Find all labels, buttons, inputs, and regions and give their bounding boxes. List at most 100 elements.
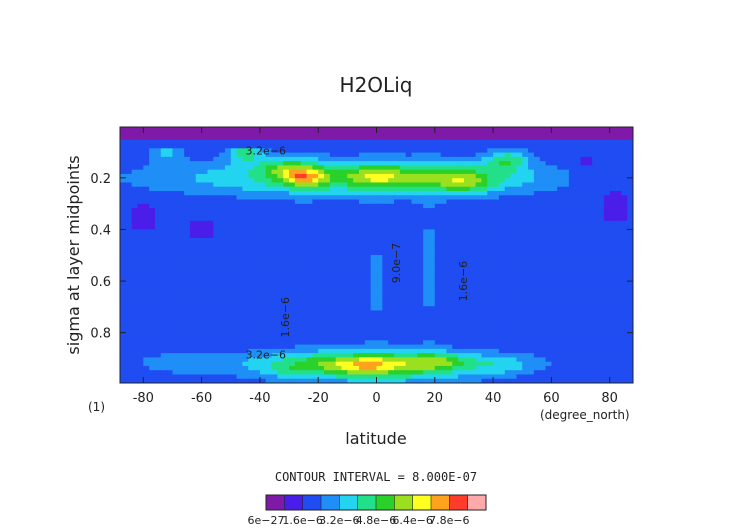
heatmap-cell	[329, 135, 337, 141]
heatmap-cell	[149, 152, 156, 158]
heatmap-cell	[172, 357, 179, 363]
heatmap-cell	[219, 246, 226, 252]
heatmap-cell	[160, 186, 168, 192]
heatmap-cell	[428, 152, 436, 158]
heatmap-cell	[493, 293, 500, 299]
heatmap-cell	[423, 156, 430, 162]
heatmap-cell	[463, 135, 471, 141]
heatmap-cell	[388, 344, 395, 350]
heatmap-cell	[609, 263, 617, 269]
heatmap-cell	[411, 340, 418, 346]
heatmap-cell	[405, 178, 412, 183]
heatmap-cell	[533, 148, 541, 154]
heatmap-cell	[300, 144, 308, 149]
heatmap-cell	[224, 319, 232, 324]
heatmap-cell	[341, 276, 348, 282]
heatmap-cell	[382, 144, 389, 149]
heatmap-cell	[586, 284, 593, 290]
heatmap-cell	[224, 139, 232, 145]
heatmap-cell	[528, 336, 535, 341]
heatmap-cell	[370, 131, 377, 137]
heatmap-cell	[347, 212, 354, 218]
heatmap-cell	[475, 259, 482, 265]
heatmap-cell	[598, 242, 605, 247]
heatmap-cell	[458, 284, 465, 290]
heatmap-cell	[125, 276, 133, 282]
heatmap-cell	[289, 280, 296, 286]
heatmap-cell	[533, 173, 541, 179]
heatmap-cell	[236, 152, 243, 158]
heatmap-cell	[178, 276, 185, 282]
heatmap-cell	[428, 297, 436, 303]
heatmap-cell	[621, 267, 628, 273]
heatmap-cell	[178, 293, 185, 299]
heatmap-cell	[224, 152, 232, 158]
heatmap-cell	[289, 263, 296, 269]
heatmap-cell	[370, 327, 377, 333]
heatmap-cell	[131, 169, 138, 175]
heatmap-cell	[627, 331, 633, 337]
heatmap-cell	[289, 191, 296, 196]
heatmap-cell	[283, 289, 290, 294]
heatmap-cell	[551, 208, 558, 213]
heatmap-cell	[399, 152, 407, 158]
heatmap-cell	[428, 284, 436, 290]
heatmap-cell	[172, 212, 179, 218]
heatmap-cell	[609, 208, 617, 213]
heatmap-cell	[207, 212, 214, 218]
heatmap-cell	[580, 161, 587, 166]
heatmap-cell	[224, 191, 232, 196]
heatmap-cell	[399, 344, 407, 350]
heatmap-cell	[289, 344, 296, 350]
heatmap-cell	[458, 314, 465, 320]
heatmap-cell	[399, 242, 407, 247]
heatmap-cell	[598, 229, 605, 235]
heatmap-cell	[592, 186, 599, 192]
heatmap-cell	[265, 242, 273, 247]
heatmap-cell	[498, 203, 506, 209]
heatmap-cell	[405, 297, 412, 303]
heatmap-cell	[405, 199, 412, 205]
heatmap-cell	[481, 199, 488, 205]
heatmap-cell	[160, 310, 168, 316]
heatmap-cell	[271, 259, 278, 265]
heatmap-cell	[434, 242, 442, 247]
heatmap-cell	[324, 327, 331, 333]
heatmap-cell	[306, 212, 313, 218]
heatmap-cell	[120, 250, 127, 256]
heatmap-cell	[364, 233, 372, 239]
heatmap-cell	[364, 344, 372, 350]
heatmap-cell	[586, 191, 593, 196]
heatmap-cell	[219, 220, 226, 226]
heatmap-cell	[469, 310, 477, 316]
heatmap-cell	[370, 319, 377, 324]
heatmap-cell	[580, 272, 587, 277]
heatmap-cell	[184, 195, 191, 201]
heatmap-cell	[131, 148, 138, 154]
heatmap-cell	[306, 289, 313, 294]
heatmap-cell	[458, 263, 465, 269]
heatmap-cell	[452, 178, 459, 183]
heatmap-cell	[131, 199, 138, 205]
heatmap-cell	[195, 259, 203, 265]
heatmap-cell	[364, 365, 372, 371]
heatmap-cell	[254, 255, 261, 260]
heatmap-cell	[178, 250, 185, 256]
heatmap-cell	[434, 237, 442, 243]
heatmap-cell	[417, 284, 424, 290]
heatmap-cell	[277, 301, 284, 307]
heatmap-cell	[254, 314, 261, 320]
heatmap-cell	[259, 220, 267, 226]
heatmap-cell	[230, 165, 238, 171]
heatmap-cell	[137, 263, 144, 269]
heatmap-cell	[533, 310, 541, 316]
heatmap-cell	[265, 212, 273, 218]
heatmap-cell	[469, 365, 477, 371]
heatmap-cell	[254, 161, 261, 166]
heatmap-cell	[189, 365, 197, 371]
heatmap-cell	[329, 216, 337, 222]
heatmap-cell	[294, 182, 302, 188]
heatmap-cell	[166, 156, 173, 162]
heatmap-cell	[312, 139, 319, 145]
heatmap-cell	[131, 280, 138, 286]
